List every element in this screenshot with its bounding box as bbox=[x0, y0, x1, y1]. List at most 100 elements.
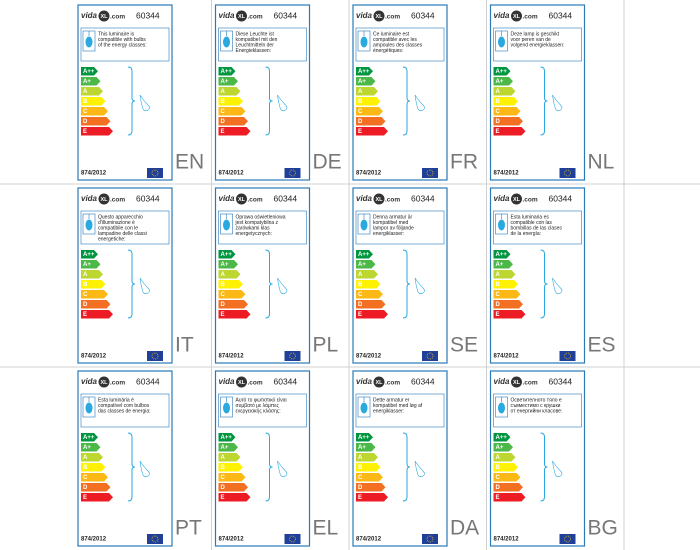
lamp-outline bbox=[277, 94, 288, 112]
brand-prefix: vida bbox=[494, 11, 511, 20]
brand-suffix: .com bbox=[248, 380, 263, 387]
description-line: Esta luminaria es bbox=[511, 214, 550, 220]
energy-arrow bbox=[218, 270, 241, 279]
energy-arrow bbox=[356, 453, 378, 462]
bulb-icon bbox=[85, 402, 93, 414]
energy-arrow bbox=[356, 260, 376, 269]
energy-label: vida XL .com 60344 This luminaire iscompatib… bbox=[77, 4, 173, 181]
description-line: compatible avec les bbox=[373, 37, 417, 43]
energy-arrow bbox=[356, 290, 383, 299]
energy-arrow bbox=[81, 87, 103, 96]
description-line: compatible with bulbs bbox=[98, 37, 146, 43]
energy-class: D bbox=[221, 485, 226, 491]
energy-class: A bbox=[496, 89, 501, 95]
energy-arrow bbox=[81, 300, 111, 309]
energy-arrow bbox=[218, 250, 236, 259]
description-line: jest kompatybilna z bbox=[235, 220, 279, 226]
class-bracket bbox=[265, 66, 273, 136]
brand-prefix: vida bbox=[81, 11, 98, 20]
brand-suffix: .com bbox=[248, 197, 263, 204]
energy-class: A bbox=[496, 272, 501, 278]
regulation: 874/2012 bbox=[494, 171, 520, 177]
energy-class: A bbox=[83, 272, 88, 278]
energy-arrow bbox=[356, 473, 383, 482]
description-line: lampor av följande bbox=[373, 226, 414, 232]
energy-arrow bbox=[356, 270, 378, 279]
language-code: EN bbox=[175, 151, 204, 174]
product-code: 60344 bbox=[274, 193, 298, 203]
energy-class: D bbox=[83, 302, 88, 308]
energy-arrow bbox=[81, 290, 108, 299]
energy-arrow bbox=[493, 117, 523, 126]
energy-arrow bbox=[356, 77, 376, 86]
product-code: 60344 bbox=[549, 10, 573, 20]
language-code: NL bbox=[588, 151, 615, 174]
energy-arrow bbox=[218, 483, 248, 492]
description-line: energiklasser: bbox=[373, 231, 404, 237]
brand-mark: XL bbox=[238, 14, 246, 20]
energy-arrow bbox=[218, 280, 243, 289]
description-line: energetycznych: bbox=[236, 231, 272, 237]
energy-class: B bbox=[358, 282, 363, 288]
description-line: Energieklassen: bbox=[236, 48, 272, 54]
info-box bbox=[355, 393, 445, 428]
eu-stars bbox=[564, 352, 571, 360]
energy-class: A bbox=[358, 455, 363, 461]
energy-label: vida XL .com 60344 Esta luminária écompatíve… bbox=[77, 370, 173, 547]
energy-label: vida XL .com 60344 Ce luminaire estcompatibl… bbox=[352, 4, 448, 181]
energy-class: A+ bbox=[83, 445, 91, 451]
energy-arrow bbox=[81, 117, 111, 126]
regulation: 874/2012 bbox=[81, 537, 107, 543]
eu-flag bbox=[559, 534, 576, 544]
brand-prefix: vida bbox=[356, 377, 373, 386]
eu-stars bbox=[289, 352, 296, 360]
product-code: 60344 bbox=[274, 10, 298, 20]
lamp-outline bbox=[552, 460, 563, 478]
energy-class: C bbox=[83, 292, 88, 298]
product-code: 60344 bbox=[411, 193, 435, 203]
brand-badge bbox=[373, 376, 385, 388]
eu-flag bbox=[559, 168, 576, 178]
product-code: 60344 bbox=[549, 376, 573, 386]
energy-class: C bbox=[83, 475, 88, 481]
language-code: SE bbox=[450, 334, 478, 357]
info-box bbox=[80, 393, 170, 428]
energy-arrow bbox=[81, 443, 101, 452]
energy-class: A+ bbox=[221, 79, 229, 85]
energy-arrow bbox=[356, 463, 381, 472]
description-line: bombillas de las clases bbox=[511, 226, 563, 232]
brand-suffix: .com bbox=[385, 197, 400, 204]
energy-arrow bbox=[356, 443, 376, 452]
energy-arrow bbox=[81, 97, 106, 106]
brand-suffix: .com bbox=[385, 380, 400, 387]
description-line: Deze lamp is geschikt bbox=[511, 31, 560, 37]
energy-class: B bbox=[496, 99, 501, 105]
eu-stars bbox=[151, 169, 159, 177]
description-line: Αυτό το φωτιστικό είναι bbox=[236, 396, 287, 403]
description-line: energiklasser: bbox=[373, 409, 404, 415]
bulb-icon bbox=[223, 402, 230, 414]
regulation: 874/2012 bbox=[494, 537, 520, 543]
energy-arrow bbox=[218, 117, 248, 126]
bulb-icon bbox=[360, 36, 368, 48]
energy-class: B bbox=[496, 282, 501, 288]
energy-class: B bbox=[221, 99, 226, 105]
language-code: IT bbox=[175, 334, 194, 357]
energy-arrow bbox=[493, 280, 518, 289]
language-code: DA bbox=[450, 517, 479, 540]
description-line: energetiche: bbox=[98, 237, 126, 243]
energy-arrow bbox=[81, 483, 111, 492]
energy-class: E bbox=[358, 129, 362, 135]
energy-class: E bbox=[496, 312, 500, 318]
eu-stars bbox=[151, 535, 159, 543]
energy-class: A bbox=[358, 89, 363, 95]
regulation: 874/2012 bbox=[356, 171, 382, 177]
energy-arrow bbox=[356, 280, 381, 289]
energy-class: C bbox=[221, 292, 226, 298]
brand-prefix: vida bbox=[356, 194, 373, 203]
description-line: ampoules des classes bbox=[373, 43, 423, 49]
energy-class: A+ bbox=[358, 262, 366, 268]
energy-arrow bbox=[356, 107, 383, 116]
energy-class: D bbox=[496, 485, 501, 491]
